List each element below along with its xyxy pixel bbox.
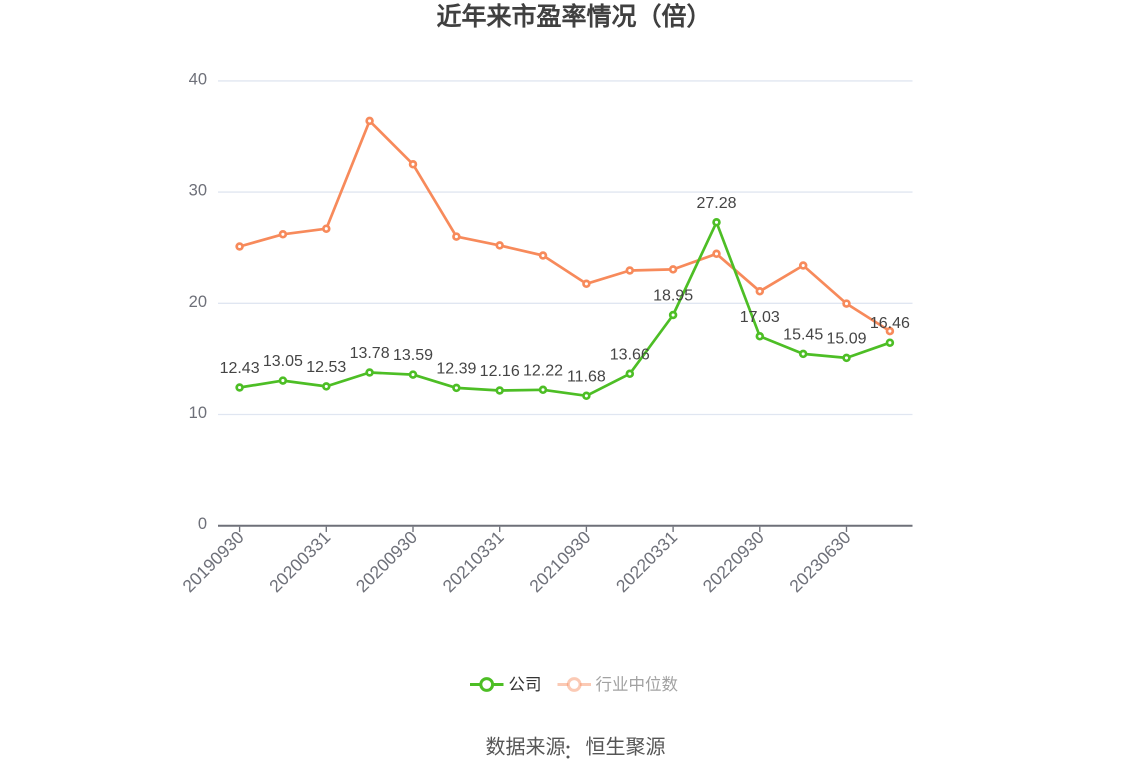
svg-text:15.45: 15.45 — [783, 326, 823, 343]
svg-text:12.43: 12.43 — [220, 360, 260, 377]
svg-text:12.53: 12.53 — [306, 359, 346, 376]
svg-text:12.39: 12.39 — [436, 360, 476, 377]
svg-text:12.22: 12.22 — [523, 362, 563, 379]
svg-text:18.95: 18.95 — [653, 288, 693, 305]
svg-text:行业中位数: 行业中位数 — [596, 675, 679, 694]
svg-text:40: 40 — [189, 70, 207, 88]
svg-text:17.03: 17.03 — [740, 309, 780, 326]
svg-text:13.78: 13.78 — [350, 345, 390, 362]
svg-text:13.66: 13.66 — [610, 346, 650, 363]
svg-text:0: 0 — [198, 515, 207, 533]
svg-text:数据来源：恒生聚源: 数据来源： 恒生聚源 — [486, 736, 666, 764]
svg-text:13.59: 13.59 — [393, 347, 433, 364]
svg-text:10: 10 — [189, 404, 207, 422]
svg-text:公司: 公司 — [509, 676, 542, 694]
svg-text:30: 30 — [189, 182, 207, 200]
svg-text:12.16: 12.16 — [480, 363, 520, 380]
svg-text:11.68: 11.68 — [567, 368, 606, 385]
svg-text:16.46: 16.46 — [870, 315, 910, 332]
svg-text:13.05: 13.05 — [263, 353, 303, 370]
svg-text:15.09: 15.09 — [826, 330, 866, 347]
svg-text:27.28: 27.28 — [696, 195, 736, 212]
svg-text:近年来市盈率情况（倍）: 近年来市盈率情况（倍） — [436, 2, 711, 31]
svg-text:20: 20 — [189, 293, 207, 311]
